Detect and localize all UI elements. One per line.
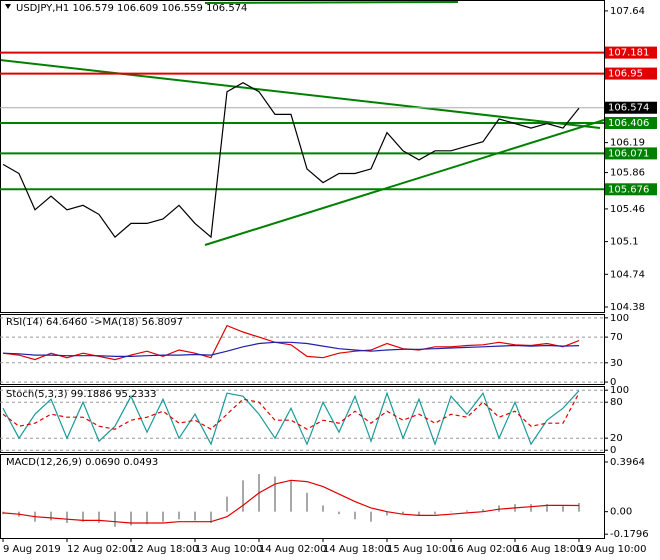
- histogram-bar: [338, 511, 340, 515]
- histogram-bar: [546, 504, 548, 512]
- panel-frame: [0, 0, 605, 313]
- histogram-bar: [82, 511, 84, 522]
- histogram-bar: [242, 480, 244, 512]
- x-tick-label: 12 Aug 18:00: [131, 544, 198, 555]
- y-tick-label: 0.3964: [610, 457, 645, 468]
- panel-title: Stoch(5,3,3) 99.1886 95.2333: [6, 389, 157, 400]
- histogram-bar: [290, 480, 292, 512]
- price-level-box: [605, 147, 657, 160]
- y-tick-label: -0.1796: [610, 529, 649, 540]
- histogram-bar: [322, 505, 324, 512]
- x-tick-label: 9 Aug 2019: [3, 544, 61, 555]
- series-line: [2, 324, 580, 361]
- histogram-bar: [370, 511, 372, 522]
- price-level-label: 106.95: [608, 69, 643, 80]
- histogram-bar: [434, 511, 436, 515]
- x-tick-label: 14 Aug 18:00: [323, 544, 390, 555]
- histogram-bar: [418, 511, 420, 516]
- histogram-bar: [50, 511, 52, 521]
- y-tick-label: 105.86: [610, 168, 645, 179]
- histogram-bar: [178, 511, 180, 520]
- histogram-bar: [482, 509, 484, 512]
- y-tick-label: 106.19: [610, 138, 645, 149]
- x-tick-label: 16 Aug 18:00: [515, 544, 582, 555]
- x-tick-label: 13 Aug 10:00: [195, 544, 262, 555]
- panel-frame: [0, 454, 605, 539]
- histogram-bar: [466, 510, 468, 512]
- y-tick-label: 70: [610, 332, 623, 343]
- histogram-bar: [130, 511, 132, 526]
- panel-title: RSI(14) 64.6460 ->MA(18) 56.8097: [6, 317, 183, 328]
- x-tick-label: 12 Aug 02:00: [67, 544, 134, 555]
- price-level-box: [605, 101, 657, 114]
- series-line: [2, 479, 580, 524]
- series-line: [2, 392, 580, 430]
- x-tick-label: 14 Aug 02:00: [259, 544, 326, 555]
- y-tick-label: 107.64: [610, 6, 645, 17]
- panel-frame: [0, 314, 605, 385]
- y-tick-label: 100: [610, 313, 629, 324]
- price-level-label: 106.574: [608, 103, 649, 114]
- histogram-bar: [274, 476, 276, 512]
- series-line: [2, 82, 580, 239]
- series-line: [2, 390, 580, 447]
- price-level-box: [605, 116, 657, 129]
- histogram-bar: [162, 511, 164, 522]
- y-tick-label: 20: [610, 433, 623, 444]
- histogram-bar: [194, 511, 196, 521]
- y-tick-label: 105.46: [610, 204, 645, 215]
- y-tick-label: 105.1: [610, 237, 639, 248]
- histogram-bar: [354, 511, 356, 520]
- x-tick-label: 19 Aug 10:00: [579, 544, 646, 555]
- price-level-box: [605, 67, 657, 80]
- histogram-bar: [98, 511, 100, 523]
- histogram-bar: [578, 503, 580, 512]
- y-tick-label: 104.74: [610, 269, 645, 280]
- histogram-bar: [114, 511, 116, 527]
- price-level-box: [605, 46, 657, 59]
- histogram-bar: [226, 496, 228, 512]
- histogram-bar: [146, 511, 148, 525]
- panel-title: USDJPY,H1 106.579 106.609 106.559 106.57…: [16, 3, 247, 14]
- histogram-bar: [530, 504, 532, 512]
- y-tick-label: 80: [610, 397, 623, 408]
- histogram-bar: [66, 511, 68, 523]
- histogram-bar: [306, 492, 308, 512]
- price-level-label: 106.071: [608, 148, 649, 159]
- collapse-icon: [5, 4, 11, 9]
- y-tick-label: 104.38: [610, 302, 645, 313]
- price-level-label: 107.181: [608, 48, 649, 59]
- price-level-box: [605, 183, 657, 196]
- histogram-bar: [498, 505, 500, 512]
- series-line: [2, 341, 580, 357]
- y-tick-label: 0.00: [610, 507, 632, 518]
- trend-line: [204, 119, 605, 246]
- price-level-label: 105.676: [608, 184, 649, 195]
- trend-line: [204, 1, 459, 4]
- price-level-label: 106.406: [608, 118, 649, 129]
- panel-frame: [0, 386, 605, 453]
- y-tick-label: 30: [610, 358, 623, 369]
- x-tick-label: 16 Aug 02:00: [451, 544, 518, 555]
- histogram-bar: [450, 511, 452, 513]
- y-tick-label: 0: [610, 377, 616, 388]
- trend-line: [0, 59, 601, 129]
- histogram-bar: [402, 511, 404, 515]
- panel-title: MACD(12,26,9) 0.0690 0.0493: [6, 457, 158, 468]
- histogram-bar: [562, 505, 564, 512]
- histogram-bar: [210, 511, 212, 523]
- x-tick-label: 15 Aug 10:00: [387, 544, 454, 555]
- y-tick-label: 100: [610, 385, 629, 396]
- y-tick-label: 0: [610, 445, 616, 456]
- histogram-bar: [386, 511, 388, 516]
